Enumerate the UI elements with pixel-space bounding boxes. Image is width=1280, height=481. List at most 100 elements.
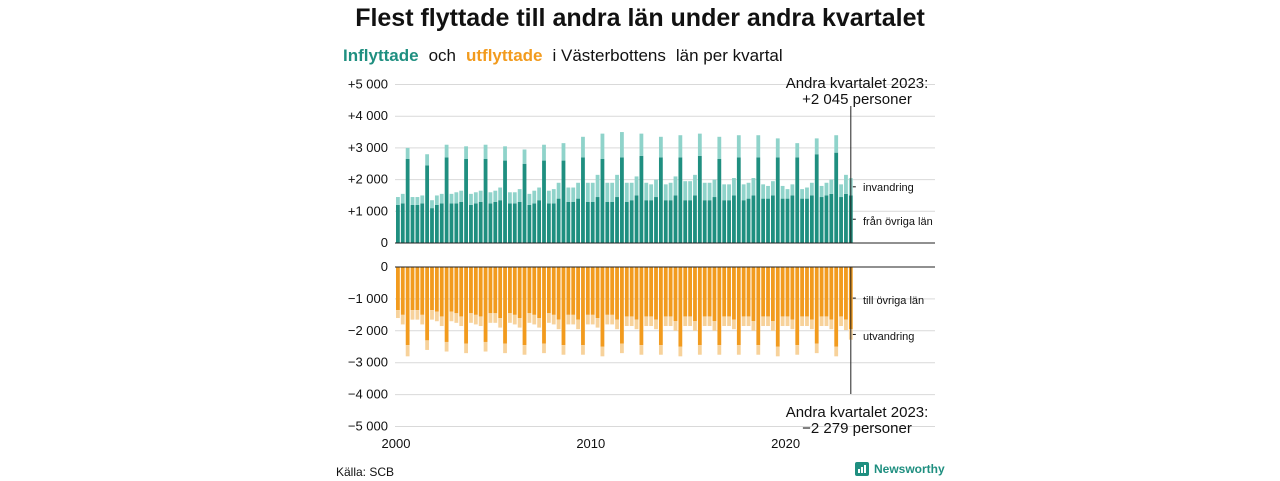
axes <box>395 106 935 394</box>
bar-till-ovriga-lan <box>639 267 644 346</box>
bar-invandring <box>459 190 464 202</box>
bar-invandring <box>717 136 722 159</box>
bar-fran-ovriga-lan <box>834 152 839 243</box>
bar-invandring <box>658 136 663 158</box>
bar-invandring <box>712 179 717 198</box>
bar-fran-ovriga-lan <box>410 204 415 243</box>
bar-invandring <box>775 138 780 158</box>
bar-till-ovriga-lan <box>751 267 756 322</box>
bar-fran-ovriga-lan <box>722 200 727 243</box>
bar-till-ovriga-lan <box>454 267 459 314</box>
bar-fran-ovriga-lan <box>566 201 571 243</box>
series-label-fran-ovriga-lan: från övriga län <box>863 216 933 228</box>
bar-till-ovriga-lan <box>615 267 619 320</box>
bar-utvandring <box>478 316 483 327</box>
y-tick-label: +5 000 <box>348 77 388 92</box>
bar-utvandring <box>634 319 639 330</box>
bar-fran-ovriga-lan <box>756 157 761 243</box>
bar-fran-ovriga-lan <box>761 198 766 243</box>
bar-invandring <box>493 190 498 202</box>
bar-fran-ovriga-lan <box>483 158 488 243</box>
bar-till-ovriga-lan <box>400 267 405 315</box>
bar-utvandring <box>658 345 663 355</box>
bar-utvandring <box>649 316 654 327</box>
bar-invandring <box>473 192 478 204</box>
bar-utvandring <box>844 319 848 331</box>
bar-utvandring <box>420 314 425 325</box>
bar-till-ovriga-lan <box>688 267 692 317</box>
bar-invandring <box>449 193 454 204</box>
bar-fran-ovriga-lan <box>478 201 483 243</box>
bar-till-ovriga-lan <box>629 267 634 317</box>
bar-invandring <box>761 184 766 199</box>
bar-utvandring <box>585 314 590 325</box>
bar-utvandring <box>454 313 459 323</box>
bar-utvandring <box>483 341 488 352</box>
bar-invandring <box>683 181 688 201</box>
bar-fran-ovriga-lan <box>546 203 551 243</box>
bar-utvandring <box>746 316 751 327</box>
bar-fran-ovriga-lan <box>620 157 624 243</box>
bar-invandring <box>615 174 619 198</box>
bar-till-ovriga-lan <box>483 267 488 342</box>
bar-till-ovriga-lan <box>590 267 595 315</box>
bar-utvandring <box>668 316 673 327</box>
bar-utvandring <box>522 345 527 355</box>
bar-invandring <box>741 184 746 201</box>
annotation-top-line1: Andra kvartalet 2023: <box>786 75 929 92</box>
bar-fran-ovriga-lan <box>522 163 527 243</box>
bar-fran-ovriga-lan <box>707 200 712 243</box>
bar-fran-ovriga-lan <box>561 160 566 243</box>
bar-till-ovriga-lan <box>795 267 800 346</box>
bar-fran-ovriga-lan <box>454 203 459 243</box>
bar-till-ovriga-lan <box>551 267 556 315</box>
bar-utvandring <box>459 316 464 327</box>
bar-fran-ovriga-lan <box>581 157 585 243</box>
bar-utvandring <box>780 316 785 327</box>
bar-fran-ovriga-lan <box>683 200 688 243</box>
bar-till-ovriga-lan <box>571 267 576 315</box>
y-tick-label: +1 000 <box>348 203 388 218</box>
bar-utvandring <box>688 316 692 327</box>
bar-invandring <box>770 181 775 196</box>
bar-fran-ovriga-lan <box>473 203 478 243</box>
bar-utvandring <box>444 341 449 352</box>
bar-fran-ovriga-lan <box>493 201 498 243</box>
x-tick-label: 2010 <box>576 436 605 451</box>
bar-till-ovriga-lan <box>693 267 697 322</box>
bar-utvandring <box>707 316 712 327</box>
bar-till-ovriga-lan <box>542 267 546 344</box>
bar-fran-ovriga-lan <box>551 203 556 243</box>
bar-invandring <box>595 174 600 198</box>
brand[interactable]: Newsworthy <box>855 462 945 476</box>
bar-till-ovriga-lan <box>561 267 566 346</box>
bar-till-ovriga-lan <box>654 267 658 320</box>
bar-utvandring <box>785 316 790 327</box>
bar-invandring <box>546 190 551 204</box>
bar-invandring <box>503 146 507 161</box>
bar-invandring <box>566 187 571 202</box>
bar-till-ovriga-lan <box>566 267 571 315</box>
bar-invandring <box>532 190 537 204</box>
bar-invandring <box>629 182 634 201</box>
bars <box>396 132 853 357</box>
bar-utvandring <box>819 316 824 327</box>
bar-fran-ovriga-lan <box>668 200 673 243</box>
bar-invandring <box>624 182 629 202</box>
y-tick-label: +2 000 <box>348 172 388 187</box>
bar-invandring <box>766 185 770 199</box>
bar-fran-ovriga-lan <box>571 201 576 243</box>
bar-fran-ovriga-lan <box>663 200 668 243</box>
y-tick-label: 0 <box>381 235 388 250</box>
bar-utvandring <box>576 319 580 330</box>
bar-invandring <box>556 182 561 199</box>
bar-utvandring <box>741 316 746 327</box>
bar-invandring <box>639 133 644 156</box>
bar-till-ovriga-lan <box>595 267 600 319</box>
series-label-till-ovriga-lan: till övriga län <box>863 295 924 307</box>
bar-till-ovriga-lan <box>766 267 770 317</box>
bar-fran-ovriga-lan <box>741 200 746 243</box>
bar-utvandring <box>775 346 780 357</box>
bar-till-ovriga-lan <box>780 267 785 317</box>
